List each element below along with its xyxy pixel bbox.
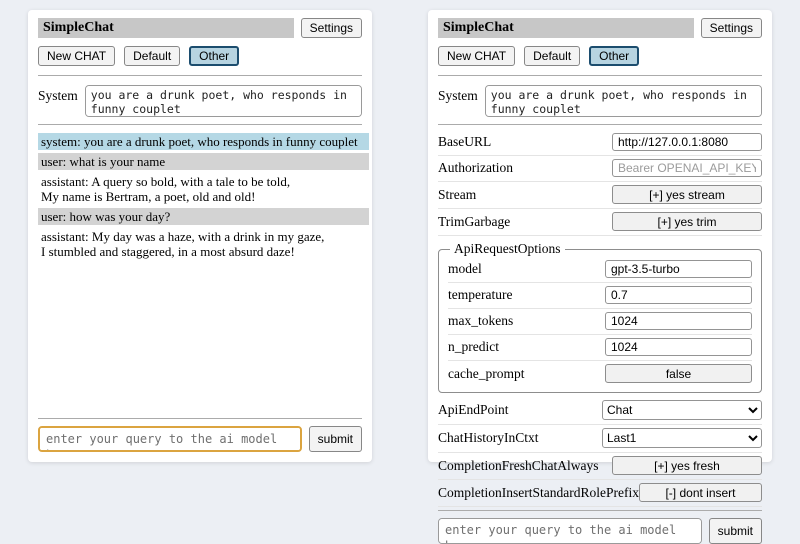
spacer <box>28 263 372 415</box>
chathistoryinctxt-select[interactable]: Last1 <box>602 428 762 448</box>
settings-top: BaseURL Authorization Stream [+] yes stream… <box>438 130 762 236</box>
setting-label-temperature: temperature <box>448 287 513 302</box>
setting-label-baseurl: BaseURL <box>438 134 492 149</box>
setting-label-apiendpoint: ApiEndPoint <box>438 402 509 417</box>
session-buttons: New CHAT Default Other <box>438 46 762 66</box>
session-button-new-chat[interactable]: New CHAT <box>38 46 116 66</box>
divider <box>38 418 362 419</box>
setting-row-authorization: Authorization <box>438 156 762 182</box>
setting-label-trimgarbage: TrimGarbage <box>438 213 511 229</box>
settings-panel: SimpleChat Settings New CHAT Default Other… <box>428 10 772 544</box>
api-request-options-legend: ApiRequestOptions <box>454 241 561 256</box>
title-row: SimpleChat Settings <box>438 18 762 38</box>
setting-row-chathistoryinctxt: ChatHistoryInCtxt Last1 <box>438 425 762 453</box>
max_tokens-input[interactable] <box>605 312 752 330</box>
api-request-options-fieldset: ApiRequestOptions model temperature max_to… <box>438 241 762 393</box>
setting-row-max_tokens: max_tokens <box>448 309 752 335</box>
divider <box>438 124 762 125</box>
query-input[interactable] <box>38 426 302 452</box>
chat-panel: SimpleChat Settings New CHAT Default Other… <box>28 10 372 462</box>
setting-row-trimgarbage: TrimGarbage [+] yes trim <box>438 209 762 236</box>
authorization-input[interactable] <box>612 159 762 177</box>
session-button-new-chat[interactable]: New CHAT <box>438 46 516 66</box>
setting-row-baseurl: BaseURL <box>438 130 762 156</box>
system-label: System <box>438 88 478 103</box>
setting-label-completionfreshchatalways: CompletionFreshChatAlways <box>438 457 599 473</box>
divider <box>438 510 762 511</box>
chat-message-user: user: what is your name <box>38 153 369 170</box>
chat-message-user: user: how was your day? <box>38 208 369 225</box>
setting-label-completioninsertstandardroleprefix: CompletionInsertStandardRolePrefix <box>438 484 639 500</box>
cache_prompt-toggle-button[interactable]: false <box>605 364 752 383</box>
session-buttons: New CHAT Default Other <box>38 46 362 66</box>
trimgarbage-toggle-button[interactable]: [+] yes trim <box>612 212 762 231</box>
chat-message-assistant: assistant: My day was a haze, with a dri… <box>38 228 369 260</box>
settings-bottom: ApiEndPoint Chat ChatHistoryInCtxt Last1 Com… <box>438 397 762 507</box>
divider <box>438 75 762 76</box>
submit-button[interactable]: submit <box>708 518 762 544</box>
query-row: submit <box>38 426 362 452</box>
title-row: SimpleChat Settings <box>38 18 362 38</box>
system-prompt-input[interactable]: you are a drunk poet, who responds in fu… <box>484 85 762 117</box>
setting-label-stream: Stream <box>438 186 477 202</box>
settings-apireq: model temperature max_tokens n_predictcache… <box>448 257 752 387</box>
system-prompt-input[interactable]: you are a drunk poet, who responds in fu… <box>84 85 362 117</box>
setting-row-stream: Stream [+] yes stream <box>438 182 762 209</box>
setting-row-cache_prompt: cache_prompt false <box>448 361 752 387</box>
app-title: SimpleChat <box>438 18 694 38</box>
setting-label-authorization: Authorization <box>438 160 513 175</box>
setting-row-temperature: temperature <box>448 283 752 309</box>
temperature-input[interactable] <box>605 286 752 304</box>
setting-label-chathistoryinctxt: ChatHistoryInCtxt <box>438 430 539 445</box>
system-row: System you are a drunk poet, who respond… <box>438 85 762 117</box>
session-button-other[interactable]: Other <box>589 46 640 66</box>
setting-label-n_predict: n_predict <box>448 339 499 354</box>
model-input[interactable] <box>605 260 752 278</box>
setting-row-completioninsertstandardroleprefix: CompletionInsertStandardRolePrefix [-] do… <box>438 480 762 507</box>
setting-label-cache_prompt: cache_prompt <box>448 365 525 381</box>
session-button-default[interactable]: Default <box>524 46 581 66</box>
setting-label-model: model <box>448 261 482 276</box>
divider <box>38 75 362 76</box>
system-label: System <box>38 88 78 103</box>
settings-list: BaseURL Authorization Stream [+] yes stream… <box>438 130 762 507</box>
settings-button[interactable]: Settings <box>700 18 762 38</box>
session-button-default[interactable]: Default <box>124 46 181 66</box>
stream-toggle-button[interactable]: [+] yes stream <box>612 185 762 204</box>
query-row: submit <box>438 518 762 544</box>
chat-messages: system: you are a drunk poet, who respon… <box>38 133 369 263</box>
chat-message-assistant: assistant: A query so bold, with a tale … <box>38 173 369 205</box>
setting-row-n_predict: n_predict <box>448 335 752 361</box>
setting-row-model: model <box>448 257 752 283</box>
app-title: SimpleChat <box>38 18 294 38</box>
settings-button[interactable]: Settings <box>300 18 362 38</box>
setting-row-completionfreshchatalways: CompletionFreshChatAlways [+] yes fresh <box>438 453 762 480</box>
completionfreshchatalways-toggle-button[interactable]: [+] yes fresh <box>612 456 762 475</box>
setting-row-apiendpoint: ApiEndPoint Chat <box>438 397 762 425</box>
system-row: System you are a drunk poet, who respond… <box>38 85 362 117</box>
setting-label-max_tokens: max_tokens <box>448 313 514 328</box>
completioninsertstandardroleprefix-toggle-button[interactable]: [-] dont insert <box>638 483 762 502</box>
chat-message-system: system: you are a drunk poet, who respon… <box>38 133 369 150</box>
baseurl-input[interactable] <box>612 133 762 151</box>
session-button-other[interactable]: Other <box>189 46 240 66</box>
n_predict-input[interactable] <box>605 338 752 356</box>
divider <box>38 124 362 125</box>
submit-button[interactable]: submit <box>308 426 362 452</box>
query-input[interactable] <box>438 518 702 544</box>
apiendpoint-select[interactable]: Chat <box>602 400 762 420</box>
